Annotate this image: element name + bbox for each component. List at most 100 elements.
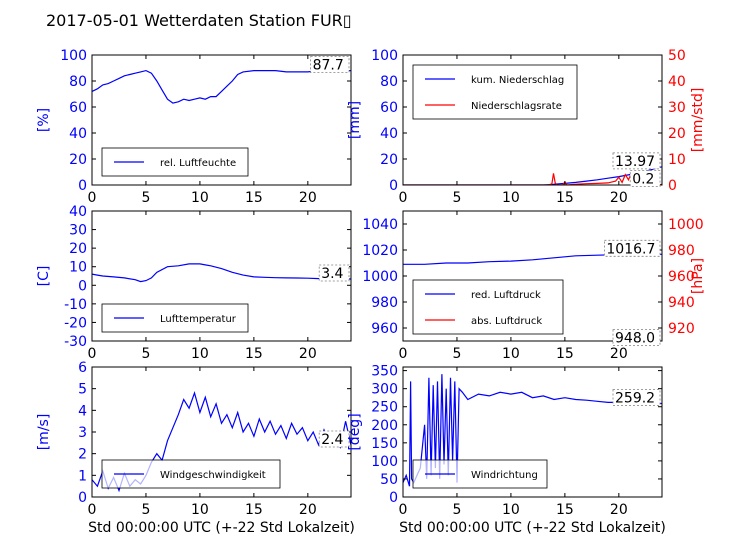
y2-tick-label: 920 [668,321,695,337]
y-tick-label: 300 [371,382,398,398]
legend-label: Lufttemperatur [160,314,237,325]
x-tick-label: 5 [141,502,150,518]
legend-label: kum. Niederschlag [471,75,564,86]
y-tick-label: 20 [380,152,398,168]
x-tick-label: 5 [452,190,461,206]
y-tick-label: 80 [69,74,87,90]
y-tick-label: 20 [69,241,87,257]
y-tick-label: 60 [380,100,398,116]
legend-label: Windgeschwindigkeit [160,470,266,481]
y2-tick-label: 940 [668,295,695,311]
series-line-winddir-1 [403,374,662,487]
y-axis-label: [deg] [347,413,363,450]
y2-tick-label: 30 [668,100,686,116]
x-tick-label: 15 [245,346,263,362]
y2-axis-label: [hPa] [690,258,706,294]
x-axis-label: Std 00:00:00 UTC (+-22 Std Lokalzeit) [399,520,666,536]
x-tick-label: 0 [399,346,408,362]
x-axis-label: Std 00:00:00 UTC (+-22 Std Lokalzeit) [88,520,355,536]
y2-tick-label: 10 [668,152,686,168]
y-axis-label: [%] [36,108,52,132]
y-tick-label: -30 [64,334,87,350]
legend: rel. Luftfeuchte [101,147,249,177]
x-tick-label: 15 [245,502,263,518]
x-tick-label: 15 [556,346,574,362]
y-tick-label: 100 [371,454,398,470]
y-tick-label: 100 [371,48,398,64]
x-tick-label: 15 [245,190,263,206]
value-label: 3.4 [321,266,343,282]
x-tick-label: 0 [88,502,97,518]
y-tick-label: 40 [69,204,87,220]
y-tick-label: 150 [371,436,398,452]
y-tick-label: 0 [78,490,87,506]
x-tick-label: 0 [88,190,97,206]
value-label: 1016.7 [606,241,655,257]
value-label-2: 0.2 [632,171,654,187]
x-tick-label: 0 [88,346,97,362]
y-tick-label: 40 [69,126,87,142]
legend-label: Windrichtung [471,470,538,481]
value-label: 13.97 [615,154,655,170]
y-tick-label: 1040 [362,217,398,233]
x-tick-label: 0 [399,502,408,518]
value-label: 2.4 [321,432,343,448]
y-tick-label: 60 [69,100,87,116]
x-tick-label: 20 [610,346,628,362]
y2-tick-label: 40 [668,74,686,90]
x-tick-label: 10 [191,502,209,518]
x-tick-label: 20 [610,502,628,518]
y-tick-label: 10 [69,260,87,276]
x-tick-label: 10 [191,346,209,362]
y-tick-label: -10 [64,297,87,313]
y-tick-label: 3 [78,425,87,441]
panel-windspeed: 0 5 10 15 20 0 1 2 3 4 5 6 [m/s] Std 00:00:00 UTC (+-… [36,360,355,536]
axes-frame [91,54,352,186]
y-tick-label: 40 [380,126,398,142]
x-tick-label: 5 [452,346,461,362]
y-tick-label: 30 [69,223,87,239]
x-tick-label: 10 [191,190,209,206]
axes-frame [91,210,352,342]
x-tick-label: 5 [141,346,150,362]
y-tick-label: 1 [78,468,87,484]
y-tick-label: 200 [371,418,398,434]
y-tick-label: 80 [380,74,398,90]
y2-tick-label: 0 [668,178,677,194]
legend-label: rel. Luftfeuchte [160,158,236,169]
legend: red. Luftdruck abs. Luftdruck [412,279,564,335]
legend-label: Niederschlagsrate [471,101,562,112]
panel-temperature: 0 5 10 15 20 -30 -20 -10 0 10 20 30 40 [C] 3.4 Lufttemp… [36,204,352,362]
y-tick-label: 980 [371,295,398,311]
legend: kum. Niederschlag Niederschlagsrate [412,64,578,120]
y-tick-label: -20 [64,315,87,331]
y2-tick-label: 1000 [668,217,704,233]
y-tick-label: 100 [60,48,87,64]
value-label: 259.2 [615,390,655,406]
x-tick-label: 5 [141,190,150,206]
series-line-temperature-1 [92,263,351,283]
y-tick-label: 5 [78,382,87,398]
panel-pressure: 0 5 10 15 20 960 980 1000 1020 1040 920 940 960 980 10… [362,210,706,362]
legend-label: red. Luftdruck [471,290,541,301]
panel-precip: 0 5 10 15 20 0 20 40 60 80 100 0 10 20 30 40 50 [mm/std] [… [347,48,706,206]
axes-frame [402,54,663,186]
x-tick-label: 20 [299,190,317,206]
y2-tick-label: 50 [668,48,686,64]
x-tick-label: 20 [610,190,628,206]
x-tick-label: 0 [399,190,408,206]
legend: Lufttemperatur [101,303,249,333]
x-tick-label: 20 [299,346,317,362]
legend: Windgeschwindigkeit [101,459,281,489]
x-tick-label: 5 [452,502,461,518]
x-tick-label: 10 [502,502,520,518]
x-tick-label: 20 [299,502,317,518]
y-tick-label: 1000 [362,269,398,285]
axes-frame [402,366,663,498]
y-tick-label: 0 [78,278,87,294]
value-label: 87.7 [313,58,344,74]
series-line-precip-2 [403,171,662,185]
value-label-2: 948.0 [615,331,655,347]
y-tick-label: 0 [389,178,398,194]
